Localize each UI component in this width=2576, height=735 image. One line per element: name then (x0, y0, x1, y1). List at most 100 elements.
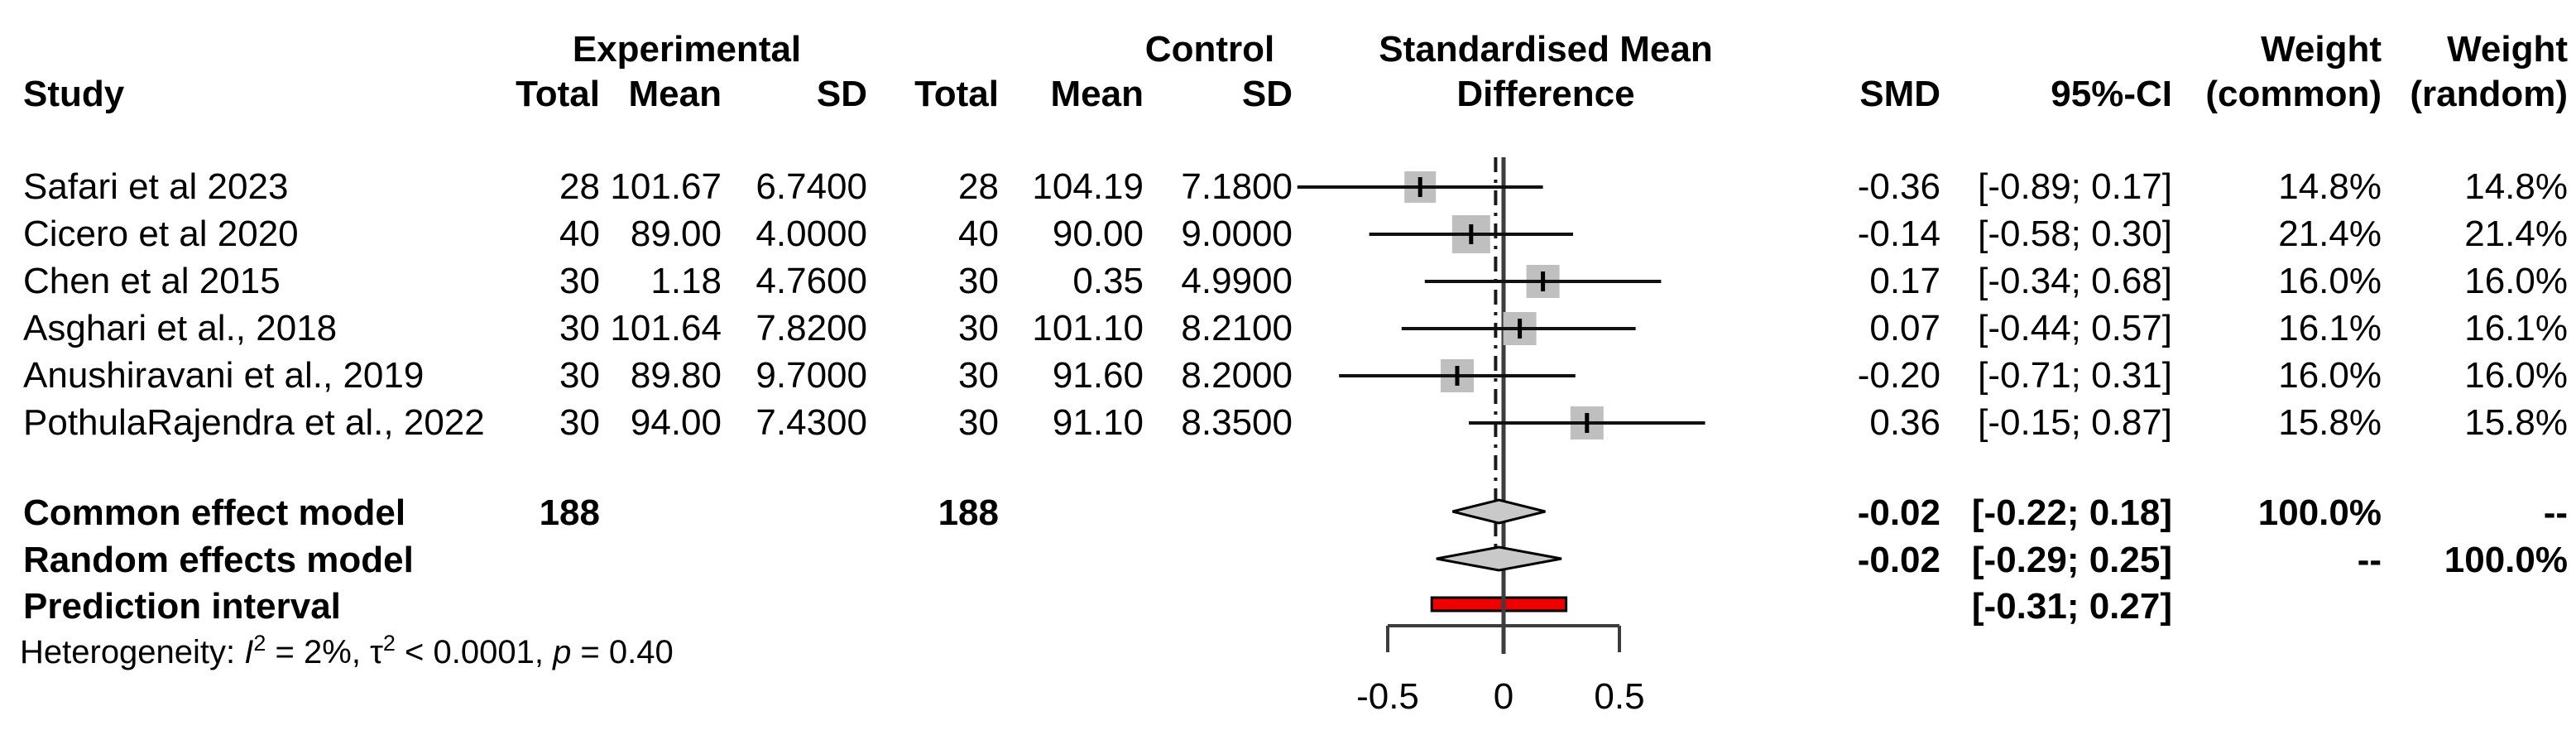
experimental-mean: 89.00 (630, 214, 722, 254)
weight-random-value: 16.1% (2464, 308, 2568, 348)
weight-square (1404, 171, 1437, 203)
p-symbol: p (553, 634, 572, 670)
random-effects-smd: -0.02 (1857, 540, 1940, 580)
weight-common-value: 16.0% (2278, 355, 2382, 396)
header-weight-random-sub: (random) (2410, 74, 2568, 114)
experimental-total: 30 (559, 261, 600, 301)
i-squared-sup: 2 (253, 631, 266, 656)
control-mean: 101.10 (1032, 308, 1144, 348)
control-mean: 91.60 (1052, 355, 1144, 396)
experimental-sd: 7.4300 (756, 402, 867, 443)
weight-common-value: 21.4% (2278, 214, 2382, 254)
control-mean: 91.10 (1052, 402, 1144, 443)
experimental-total: 40 (559, 214, 600, 254)
prediction-interval-ci: [-0.31; 0.27] (1971, 586, 2172, 627)
smd-value: 0.36 (1869, 402, 1940, 443)
weight-square (1451, 215, 1490, 253)
p-value: = 0.40 (571, 634, 674, 670)
experimental-sd: 4.7600 (756, 261, 867, 301)
heterogeneity-prefix: Heterogeneity: (20, 634, 245, 670)
i-squared-value: = 2%, (266, 634, 371, 670)
control-total: 30 (958, 402, 999, 443)
weight-common-value: 16.1% (2278, 308, 2382, 348)
axis-tick-label: 0.5 (1594, 676, 1645, 717)
prediction-interval-label: Prediction interval (23, 586, 341, 627)
control-total: 30 (958, 355, 999, 396)
experimental-mean: 101.64 (610, 308, 722, 348)
control-mean: 90.00 (1052, 214, 1144, 254)
prediction-interval-bar (1430, 596, 1568, 612)
common-effect-smd: -0.02 (1857, 492, 1940, 533)
experimental-total: 30 (559, 308, 600, 348)
smd-value: -0.36 (1857, 166, 1940, 207)
ci-value: [-0.44; 0.57] (1978, 308, 2172, 348)
point-estimate-marker (1518, 319, 1523, 339)
ci-value: [-0.34; 0.68] (1978, 261, 2172, 301)
experimental-mean: 101.67 (610, 166, 722, 207)
common-effect-weight-common: 100.0% (2257, 492, 2382, 533)
random-effects-weight-random: 100.0% (2444, 540, 2568, 580)
weight-square (1526, 265, 1560, 298)
header-weight-random: Weight (2447, 29, 2568, 70)
random-effects-ci: [-0.29; 0.25] (1971, 540, 2172, 580)
header-weight-common: Weight (2261, 29, 2382, 70)
header-weight-common-sub: (common) (2205, 74, 2382, 114)
study-name: Chen et al 2015 (23, 261, 281, 301)
control-total: 30 (958, 261, 999, 301)
weight-common-value: 15.8% (2278, 402, 2382, 443)
header-effect-line2: Difference (1456, 74, 1635, 114)
common-effect-diamond (1452, 498, 1546, 525)
control-sd: 8.2000 (1181, 355, 1293, 396)
header-exp-sd: SD (816, 74, 867, 114)
control-total: 30 (958, 308, 999, 348)
study-name: Asghari et al., 2018 (23, 308, 338, 348)
axis-tick-label: -0.5 (1356, 676, 1419, 717)
header-ctrl-mean: Mean (1050, 74, 1144, 114)
weight-random-value: 14.8% (2464, 166, 2568, 207)
common-effect-weight-random: -- (2543, 492, 2568, 533)
point-estimate-marker (1585, 413, 1590, 433)
control-sd: 8.2100 (1181, 308, 1293, 348)
weight-square (1441, 359, 1474, 392)
header-study: Study (23, 74, 125, 114)
random-effects-diamond (1436, 545, 1562, 572)
study-name: Anushiravani et al., 2019 (23, 355, 425, 396)
control-total: 40 (958, 214, 999, 254)
smd-value: -0.14 (1857, 214, 1940, 254)
common-effect-exp-total: 188 (539, 492, 600, 533)
point-estimate-marker (1469, 224, 1474, 244)
common-effect-label: Common effect model (23, 492, 406, 533)
weight-random-value: 16.0% (2464, 261, 2568, 301)
weight-square (1503, 312, 1537, 345)
tau-squared-symbol: τ (370, 634, 383, 670)
study-name: PothulaRajendra et al., 2022 (23, 402, 485, 443)
point-estimate-marker (1418, 177, 1422, 197)
random-effects-weight-common: -- (2357, 540, 2382, 580)
smd-value: 0.07 (1869, 308, 1940, 348)
experimental-sd: 4.0000 (756, 214, 867, 254)
header-group-control: Control (1144, 29, 1275, 70)
smd-value: -0.20 (1857, 355, 1940, 396)
ci-value: [-0.71; 0.31] (1978, 355, 2172, 396)
experimental-sd: 7.8200 (756, 308, 867, 348)
experimental-total: 28 (559, 166, 600, 207)
header-group-experimental: Experimental (572, 29, 802, 70)
common-effect-ctrl-total: 188 (938, 492, 999, 533)
ci-value: [-0.89; 0.17] (1978, 166, 2172, 207)
study-name: Cicero et al 2020 (23, 214, 299, 254)
control-mean: 0.35 (1072, 261, 1144, 301)
point-estimate-marker (1455, 366, 1460, 386)
header-exp-total: Total (516, 74, 600, 114)
heterogeneity-note: Heterogeneity: I2 = 2%, τ2 < 0.0001, p =… (20, 629, 674, 675)
study-name: Safari et al 2023 (23, 166, 289, 207)
experimental-sd: 9.7000 (756, 355, 867, 396)
header-exp-mean: Mean (628, 74, 722, 114)
weight-common-value: 16.0% (2278, 261, 2382, 301)
control-sd: 7.1800 (1181, 166, 1293, 207)
control-sd: 4.9900 (1181, 261, 1293, 301)
point-estimate-marker (1541, 271, 1546, 291)
experimental-mean: 1.18 (650, 261, 722, 301)
tau-squared-value: < 0.0001, (395, 634, 554, 670)
control-sd: 8.3500 (1181, 402, 1293, 443)
